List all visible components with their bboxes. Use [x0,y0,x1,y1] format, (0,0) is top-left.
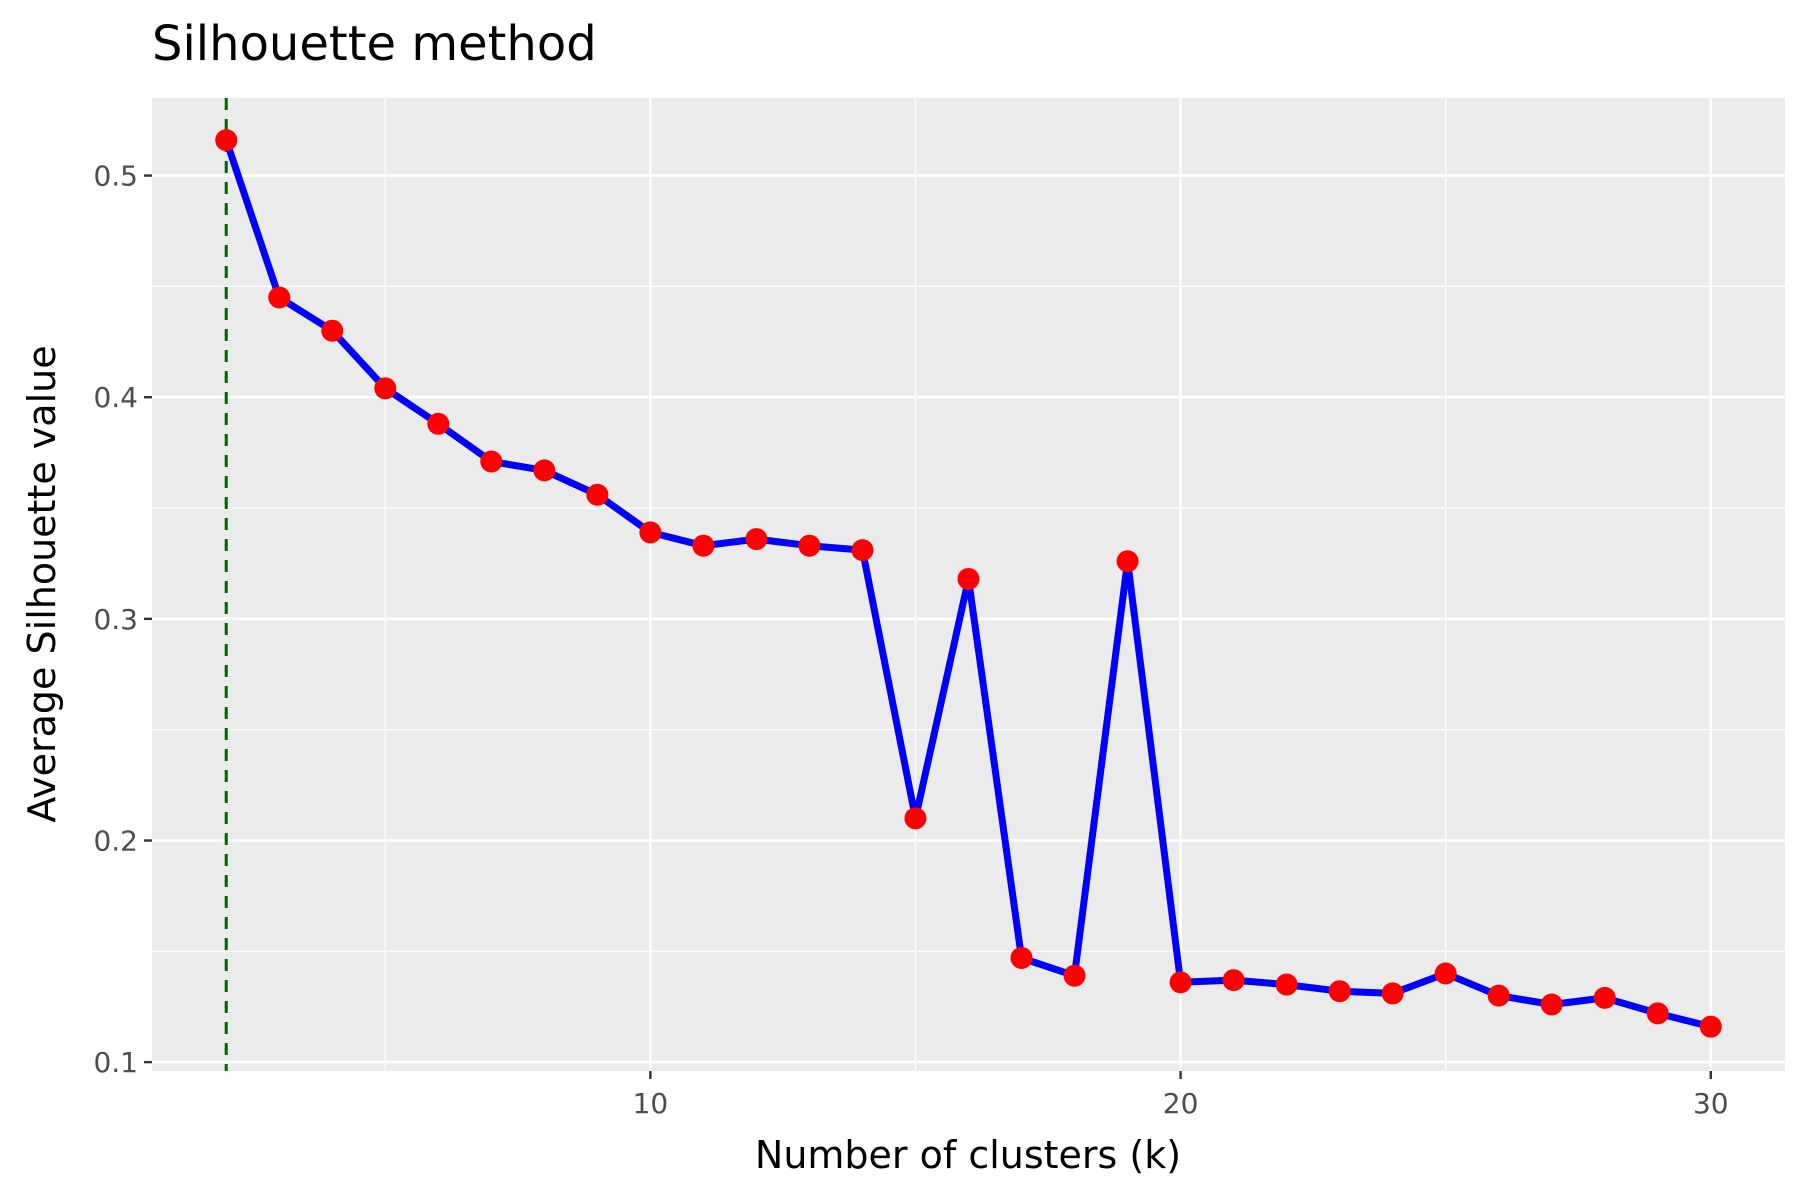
chart-title: Silhouette method [152,16,597,72]
data-point [692,534,715,557]
data-point [374,377,397,400]
data-point [904,807,927,830]
data-point [1116,550,1139,573]
data-point [1381,982,1404,1005]
data-point [745,528,768,551]
y-tick-label: 0.1 [93,1046,138,1079]
y-axis-title: Average Silhouette value [20,345,64,822]
data-point [586,483,609,506]
y-tick-label: 0.2 [93,824,138,857]
y-axis-ticks: 0.1 0.2 0.3 0.4 0.5 [93,160,152,1079]
x-axis-title: Number of clusters (k) [755,1133,1181,1177]
data-point [1275,973,1298,996]
data-point [1593,986,1616,1009]
x-tick-label: 10 [633,1087,669,1120]
data-point [1063,964,1086,987]
data-point [1646,1002,1669,1025]
major-gridlines [152,98,1785,1071]
data-point [321,319,344,342]
data-point [1487,984,1510,1007]
data-point [1699,1015,1722,1038]
x-tick-label: 20 [1163,1087,1199,1120]
y-tick-label: 0.4 [93,381,138,414]
data-point [1434,962,1457,985]
data-point [1010,946,1033,969]
data-point [533,459,556,482]
x-tick-label: 30 [1693,1087,1729,1120]
data-point [1169,971,1192,994]
series-points [215,129,1722,1038]
data-point [268,286,291,309]
x-axis-ticks: 10 20 30 [633,1071,1729,1120]
data-point [1540,993,1563,1016]
data-point [1222,969,1245,992]
data-point [798,534,821,557]
data-point [480,450,503,473]
y-tick-label: 0.3 [93,603,138,636]
data-point [851,539,874,562]
data-point [427,412,450,435]
y-tick-label: 0.5 [93,160,138,193]
data-point [957,567,980,590]
data-point [639,521,662,544]
minor-gridlines [152,98,1785,1071]
data-point [215,129,238,152]
data-point [1328,980,1351,1003]
